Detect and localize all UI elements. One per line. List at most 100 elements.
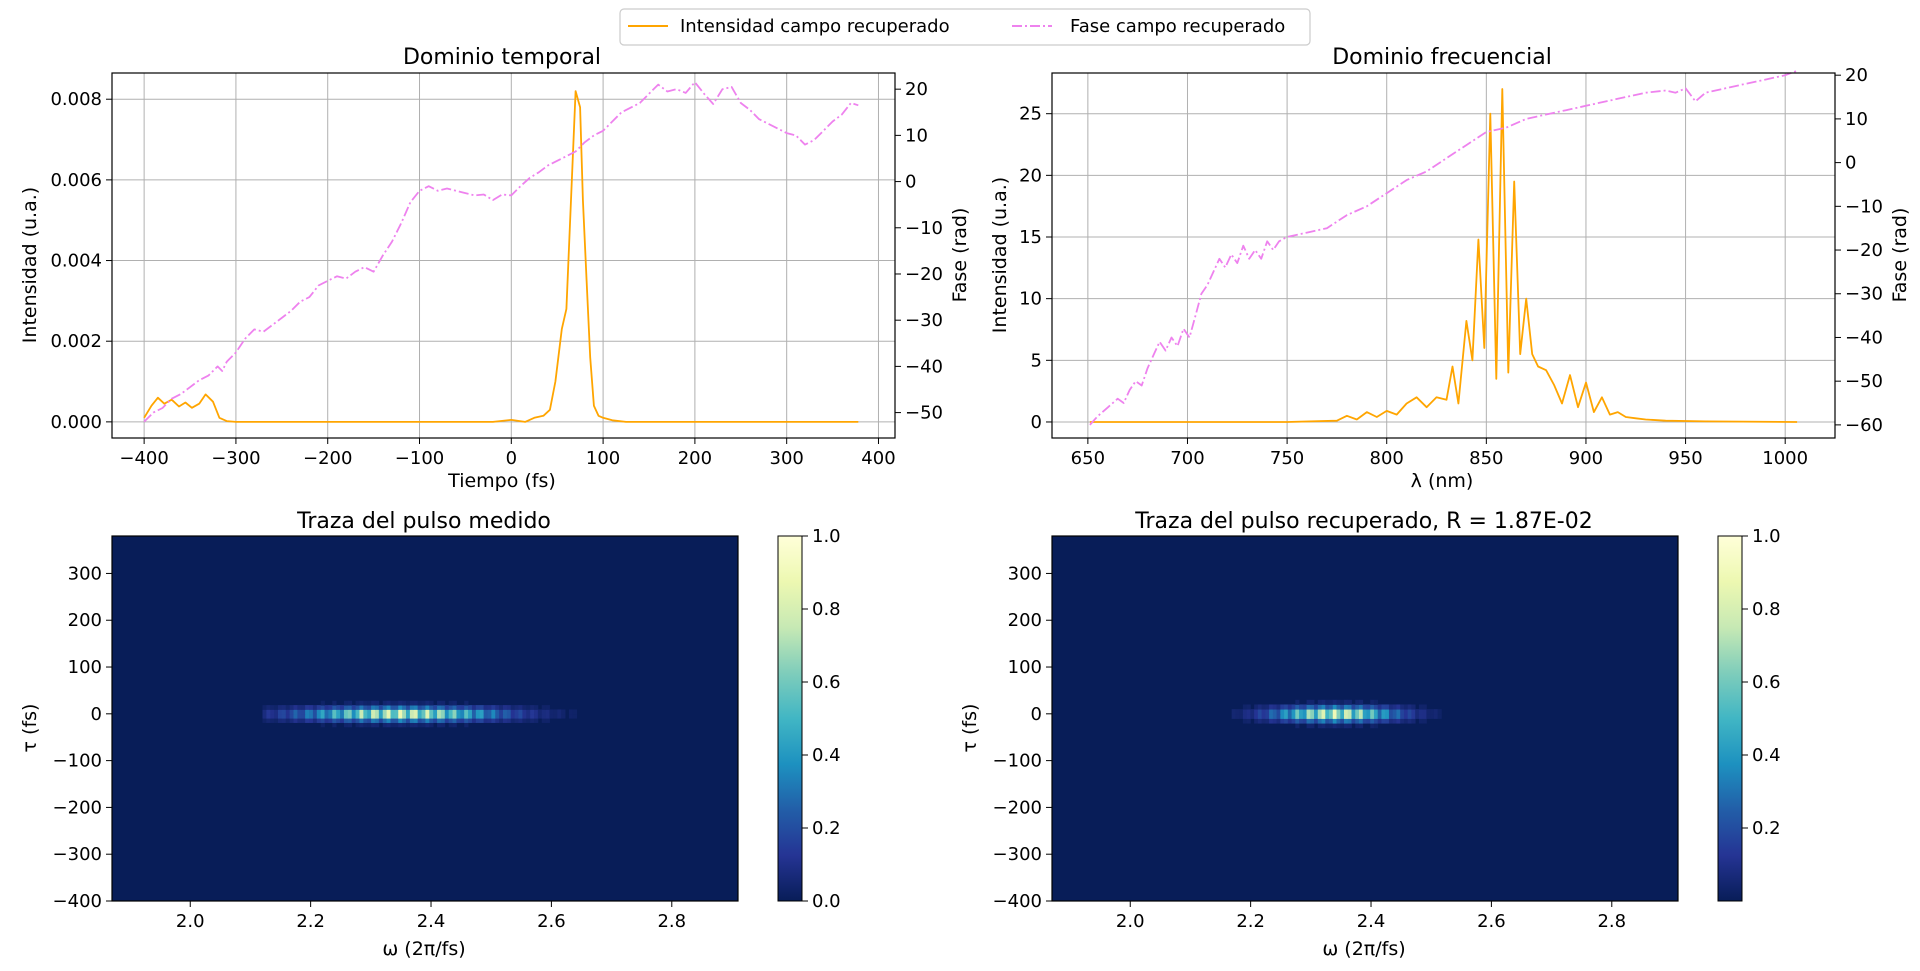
frecuencial-xtick-label: 1000 (1762, 448, 1808, 469)
medido-cell (270, 713, 275, 719)
recuperado-cell (1411, 713, 1416, 719)
medido-cell (398, 713, 403, 719)
medido-cell (406, 713, 411, 719)
recuperado-cell (1317, 723, 1322, 729)
medido-ytick-label: −100 (53, 751, 102, 772)
medido-cell (468, 713, 473, 719)
medido-cell (270, 705, 275, 710)
recuperado-cell (1418, 718, 1424, 724)
medido-cell (452, 709, 457, 715)
medido-cell (351, 713, 356, 719)
medido-cell (510, 705, 516, 710)
frecuencial-frame (1051, 72, 1836, 439)
medido-cell (374, 700, 380, 706)
medido-cell (378, 713, 384, 719)
medido-cell (557, 713, 562, 719)
medido-cell (266, 713, 271, 719)
medido-cell (293, 718, 298, 723)
medido-cell (421, 713, 426, 719)
medido-cell (425, 718, 430, 723)
medido-cell (394, 709, 399, 715)
medido-cell (491, 713, 496, 719)
medido-cell (320, 713, 325, 719)
frecuencial-ytick-right-label: −10 (1845, 196, 1883, 217)
medido-cell (343, 709, 349, 715)
temporal-xtick-label: 200 (678, 448, 712, 469)
recuperado-cell (1254, 713, 1259, 719)
recuperado-cell (1381, 718, 1386, 724)
frecuencial-ytick-right-label: −20 (1845, 240, 1883, 261)
medido-cell (545, 713, 550, 719)
temporal-xtick-label: 0 (506, 448, 517, 469)
medido-cell (332, 700, 337, 706)
medido-cell (452, 718, 457, 723)
temporal-ytick-right-label: −40 (905, 356, 943, 377)
medido-cell (471, 718, 477, 723)
medido-cell (437, 705, 442, 710)
recuperado-cell (1344, 709, 1349, 715)
temporal-xtick-label: 300 (770, 448, 804, 469)
recuperado-cell (1295, 723, 1300, 729)
medido-cell (409, 722, 415, 728)
recuperado-cell (1362, 709, 1367, 715)
medido-cell (437, 718, 442, 723)
recuperado-cell (1332, 699, 1337, 705)
medido-cell (448, 713, 453, 719)
medido-cell (433, 713, 438, 719)
medido-cell (332, 722, 337, 728)
recuperado-cell (1306, 709, 1311, 715)
recuperado-cell (1403, 709, 1409, 715)
medido-cell (386, 713, 391, 719)
legend-frame (619, 8, 1311, 46)
recuperado-ytick-label: 200 (1008, 610, 1042, 631)
medido-cell (382, 705, 388, 710)
medido-frame (111, 535, 739, 902)
medido-cell (371, 718, 376, 723)
recuperado-cell (1392, 713, 1397, 719)
medido-cell (526, 705, 531, 710)
recuperado-cell (1295, 709, 1300, 715)
medido-cell (328, 705, 333, 710)
medido-cell (390, 722, 395, 728)
recuperado-cell (1265, 704, 1270, 710)
frecuencial-plot-area (1052, 73, 1835, 438)
recuperado-cell (1351, 704, 1356, 710)
medido-cell (549, 713, 554, 719)
recuperado-cell (1257, 713, 1263, 719)
recuperado-cell (1373, 718, 1379, 724)
recuperado-cell (1340, 709, 1345, 715)
medido-cell (471, 713, 477, 719)
recuperado-cell (1317, 709, 1322, 715)
recuperado-cell (1347, 699, 1352, 705)
medido-cell (390, 709, 395, 715)
recuperado-cell (1291, 704, 1296, 710)
recuperado-cell (1332, 704, 1337, 710)
recuperado-cell (1351, 718, 1356, 724)
recuperado-cell (1411, 709, 1416, 715)
medido-cell (363, 705, 368, 710)
medido-cell (534, 705, 539, 710)
recuperado-cell (1321, 699, 1326, 705)
medido-cell (382, 722, 388, 728)
medido-cell (367, 713, 372, 719)
recuperado-cell (1284, 704, 1289, 710)
medido-cell (456, 709, 461, 715)
frecuencial-ylabel: Intensidad (u.a.) (989, 177, 1011, 333)
recuperado-cell (1280, 704, 1285, 710)
recuperado-cell (1400, 709, 1405, 715)
medido-cell (374, 722, 380, 728)
medido-cell (409, 700, 415, 706)
medido-cell (409, 709, 415, 715)
recuperado-cell (1254, 704, 1259, 710)
frecuencial-ytick-right-label: 10 (1845, 109, 1868, 130)
frecuencial-xtick-label: 650 (1071, 448, 1105, 469)
temporal-ytick-label: 0.004 (50, 251, 102, 272)
recuperado-cell (1347, 713, 1352, 719)
recuperado-cell (1407, 713, 1412, 719)
medido-cell (495, 713, 500, 719)
frecuencial-ytick-label: 15 (1019, 227, 1042, 248)
recuperado-cell (1299, 718, 1304, 724)
recuperado-cell (1340, 723, 1345, 729)
recuperado-cell (1246, 713, 1251, 719)
